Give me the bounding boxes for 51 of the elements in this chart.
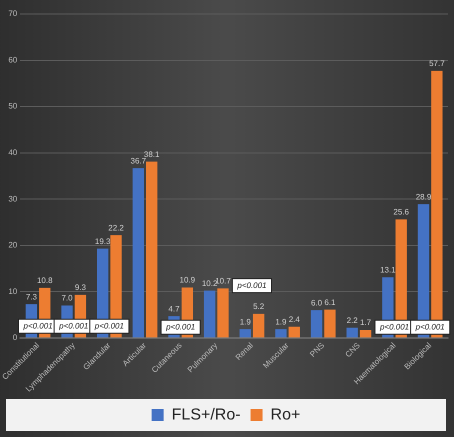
data-label: 1.7 bbox=[360, 318, 372, 328]
bar bbox=[252, 314, 264, 338]
bar bbox=[275, 329, 287, 338]
bar bbox=[204, 290, 216, 338]
data-label: 10.8 bbox=[36, 276, 54, 286]
annotation: p<0.001 bbox=[236, 280, 267, 290]
bar bbox=[146, 162, 158, 338]
bar bbox=[132, 168, 144, 338]
data-label: 9.3 bbox=[74, 283, 87, 292]
data-label: 1.9 bbox=[240, 317, 252, 326]
data-label: 7.3 bbox=[26, 292, 38, 302]
data-label: 13.1 bbox=[380, 265, 396, 274]
data-label: 2.4 bbox=[288, 314, 300, 324]
annotation: p<0.001 bbox=[378, 322, 410, 332]
bar bbox=[324, 310, 336, 338]
y-tick-label: 20 bbox=[8, 240, 18, 250]
annotation: p<0.001 bbox=[58, 322, 88, 331]
data-label: 4.7 bbox=[168, 304, 180, 314]
data-label: 36.7 bbox=[130, 156, 147, 166]
data-label: 22.2 bbox=[108, 223, 124, 232]
data-label: 5.2 bbox=[253, 302, 265, 312]
y-tick-label: 40 bbox=[8, 148, 18, 158]
annotation: p<0.001 bbox=[165, 322, 196, 332]
data-label: 6.0 bbox=[310, 298, 323, 308]
bar bbox=[360, 330, 372, 338]
bar bbox=[240, 329, 251, 338]
annotation: p<0.001 bbox=[22, 322, 53, 331]
annotation: p<0.001 bbox=[94, 322, 124, 331]
data-label: 28.9 bbox=[416, 192, 432, 202]
data-label: 19.3 bbox=[94, 236, 112, 246]
bar bbox=[346, 328, 358, 338]
bar bbox=[217, 288, 229, 338]
legend-label: Ro+ bbox=[270, 406, 300, 424]
bar bbox=[310, 310, 322, 338]
data-label: 38.1 bbox=[144, 150, 160, 159]
y-tick-label: 70 bbox=[8, 9, 18, 18]
data-label: 1.9 bbox=[275, 317, 288, 326]
y-tick-label: 50 bbox=[8, 102, 18, 111]
y-tick-label: 60 bbox=[8, 55, 18, 64]
data-label: 25.6 bbox=[393, 208, 410, 217]
legend-label: FLS+/Ro- bbox=[172, 406, 241, 424]
y-tick-label: 10 bbox=[8, 286, 18, 296]
data-label: 7.0 bbox=[61, 294, 74, 303]
annotation: p<0.001 bbox=[414, 322, 445, 332]
data-label: 6.1 bbox=[324, 298, 336, 307]
y-tick-label: 0 bbox=[12, 333, 18, 342]
y-tick-label: 30 bbox=[8, 194, 18, 204]
bar bbox=[288, 326, 300, 338]
data-label: 2.2 bbox=[346, 316, 358, 325]
data-label: 57.7 bbox=[429, 59, 446, 68]
data-label: 10.9 bbox=[180, 276, 196, 285]
